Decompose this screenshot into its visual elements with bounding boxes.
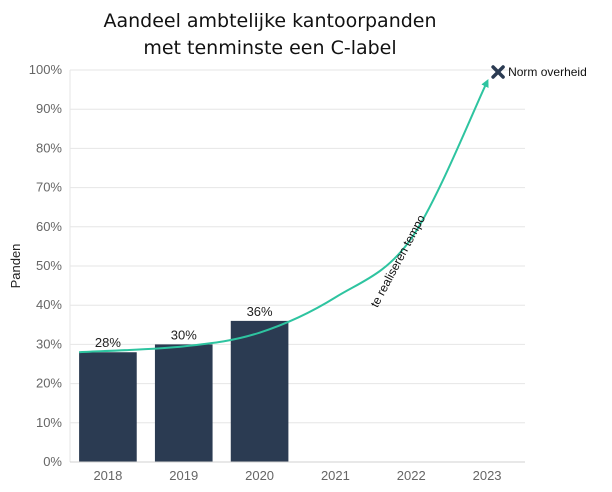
x-tick-label: 2021 — [321, 468, 350, 483]
data-label-2019: 30% — [171, 327, 197, 342]
target-marker-icon — [491, 65, 505, 79]
trend-curve — [79, 79, 489, 354]
grid — [70, 69, 525, 463]
bars — [79, 320, 289, 462]
y-axis-title: Panden — [8, 244, 23, 289]
trend-layer — [79, 79, 489, 354]
y-tick-label: 30% — [36, 336, 62, 351]
y-tick-label: 20% — [36, 376, 62, 391]
x-tick-label: 2018 — [93, 468, 122, 483]
target-label: Norm overheid — [508, 65, 587, 79]
y-tick-label: 50% — [36, 258, 62, 273]
chart-title-line2: met tenminste een C-label — [143, 37, 397, 59]
chart-title: Aandeel ambtelijke kantoorpanden met ten… — [60, 8, 480, 62]
y-tick-label: 60% — [36, 219, 62, 234]
bar-2019 — [154, 344, 213, 462]
chart-title-line1: Aandeel ambtelijke kantoorpanden — [103, 10, 437, 32]
y-tick-label: 40% — [36, 297, 62, 312]
y-tick-label: 100% — [29, 62, 63, 77]
y-tick-label: 10% — [36, 415, 62, 430]
data-label-2020: 36% — [247, 304, 273, 319]
bar-2018 — [79, 352, 137, 462]
data-label-2018: 28% — [95, 335, 121, 350]
x-tick-label: 2019 — [169, 468, 198, 483]
y-tick-label: 0% — [43, 454, 62, 469]
x-tick-label: 2022 — [397, 468, 426, 483]
x-tick-label: 2020 — [245, 468, 274, 483]
axes: 0% 10% 20% 30% 40% 50% 60% 70% 80% 90% 100% 2018 201… — [8, 62, 525, 483]
y-tick-label: 90% — [36, 101, 62, 116]
y-tick-label: 80% — [36, 140, 62, 155]
y-tick-label: 70% — [36, 180, 62, 195]
x-tick-label: 2023 — [473, 468, 502, 483]
bar-2020 — [230, 320, 289, 462]
